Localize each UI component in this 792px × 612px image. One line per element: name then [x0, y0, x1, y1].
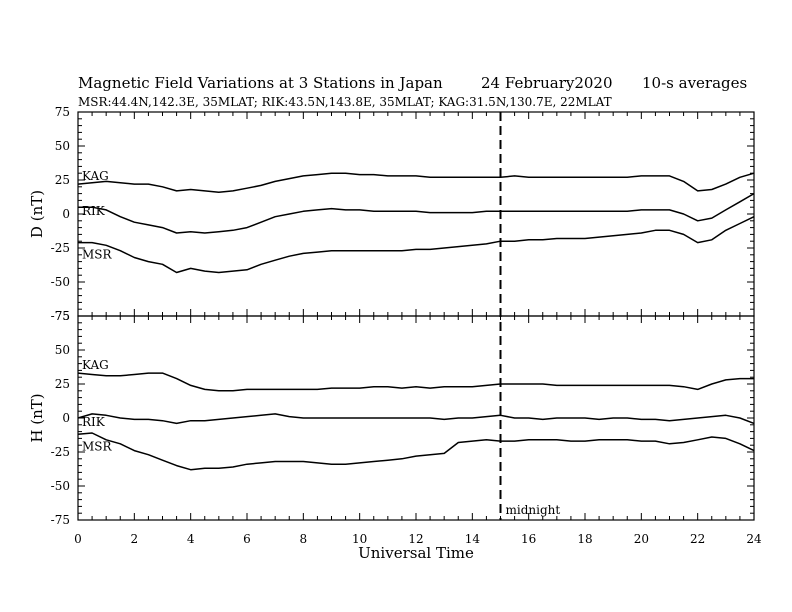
x-tick-label: 16: [521, 532, 536, 546]
station-coordinates: MSR:44.4N,142.3E, 35MLAT; RIK:43.5N,143.…: [78, 95, 612, 109]
chart-title: Magnetic Field Variations at 3 Stations …: [78, 74, 443, 92]
h-series-label-msr: MSR: [82, 439, 113, 453]
d-y-tick-label: -50: [51, 275, 70, 289]
x-tick-label: 4: [187, 532, 195, 546]
h-y-tick-label: 75: [55, 309, 70, 323]
d-panel-frame: [77, 111, 755, 317]
chart-averaging: 10-s averages: [642, 74, 747, 92]
d-series-label-kag: KAG: [82, 169, 109, 183]
x-tick-label: 0: [74, 532, 82, 546]
d-series-kag: [77, 172, 755, 193]
d-y-tick-label: -75: [51, 309, 70, 323]
d-series-msr: [78, 216, 755, 274]
x-tick-label: 2: [131, 532, 139, 546]
h-y-tick-label: -75: [51, 513, 70, 527]
x-tick-label: 6: [243, 532, 251, 546]
d-panel: 75 50 25 0 -25 -50 -75 KAG RIK MSR: [51, 105, 755, 323]
d-y-tick-label: 25: [55, 173, 70, 187]
d-y-tick-label: -25: [51, 241, 70, 255]
h-y-tick-label: 0: [62, 411, 70, 425]
midnight-label: midnight: [506, 503, 561, 517]
x-tick-label: 18: [577, 532, 592, 546]
x-tick-label: 20: [634, 532, 649, 546]
h-axis-label: H (nT): [28, 393, 46, 442]
x-tick-label: 24: [746, 532, 762, 546]
d-y-tick-label: 75: [55, 105, 70, 119]
x-tick-label: 8: [300, 532, 308, 546]
d-series-label-msr: MSR: [82, 248, 113, 262]
chart-date: 24 February2020: [481, 74, 613, 92]
h-series-rik: [77, 413, 755, 425]
h-series-label-kag: KAG: [82, 358, 109, 372]
h-series-msr: [77, 432, 755, 471]
d-y-tick-label: 0: [62, 207, 70, 221]
x-axis-label: Universal Time: [358, 544, 474, 562]
h-y-tick-label: 50: [55, 343, 70, 357]
x-tick-label: 22: [690, 532, 705, 546]
h-y-tick-label: 25: [55, 377, 70, 391]
x-tick-label: 10: [352, 532, 367, 546]
d-axis-label: D (nT): [28, 190, 46, 238]
h-y-tick-label: -50: [51, 479, 70, 493]
d-y-tick-label: 50: [55, 139, 70, 153]
h-series-label-rik: RIK: [82, 415, 106, 429]
h-series-kag: [77, 372, 754, 392]
h-y-tick-label: -25: [51, 445, 70, 459]
x-tick-label: 14: [465, 532, 481, 546]
d-series-rik: [78, 192, 755, 234]
x-tick-label: 12: [408, 532, 423, 546]
d-series-label-rik: RIK: [82, 204, 106, 218]
